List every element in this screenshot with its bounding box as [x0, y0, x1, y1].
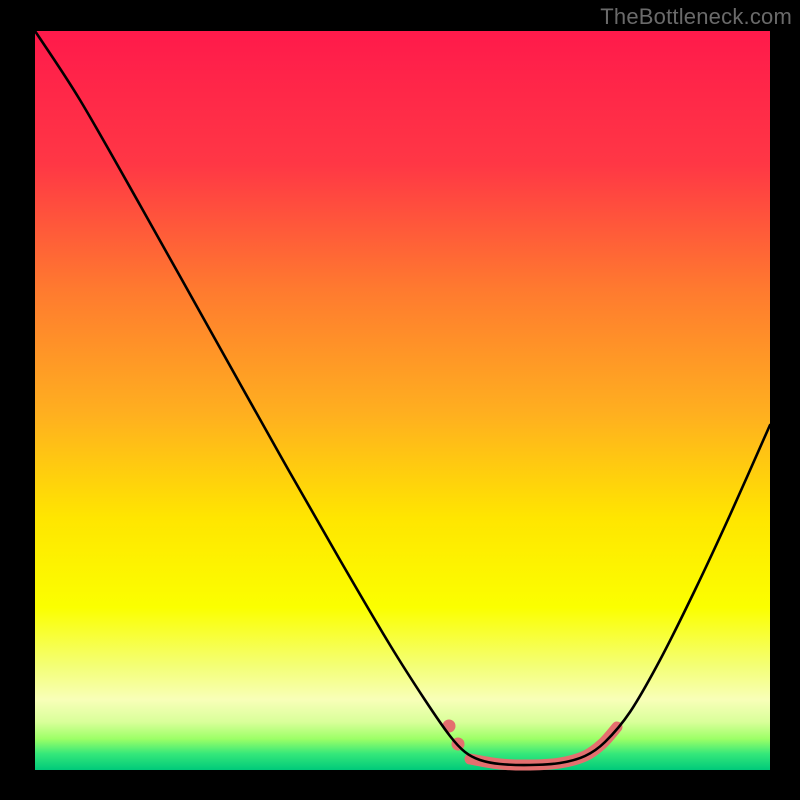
v-curve	[35, 31, 770, 765]
highlight-segment	[470, 727, 617, 765]
watermark-text: TheBottleneck.com	[600, 4, 792, 30]
chart-stage: TheBottleneck.com	[0, 0, 800, 800]
curve-layer	[35, 31, 770, 770]
plot-area	[35, 31, 770, 770]
